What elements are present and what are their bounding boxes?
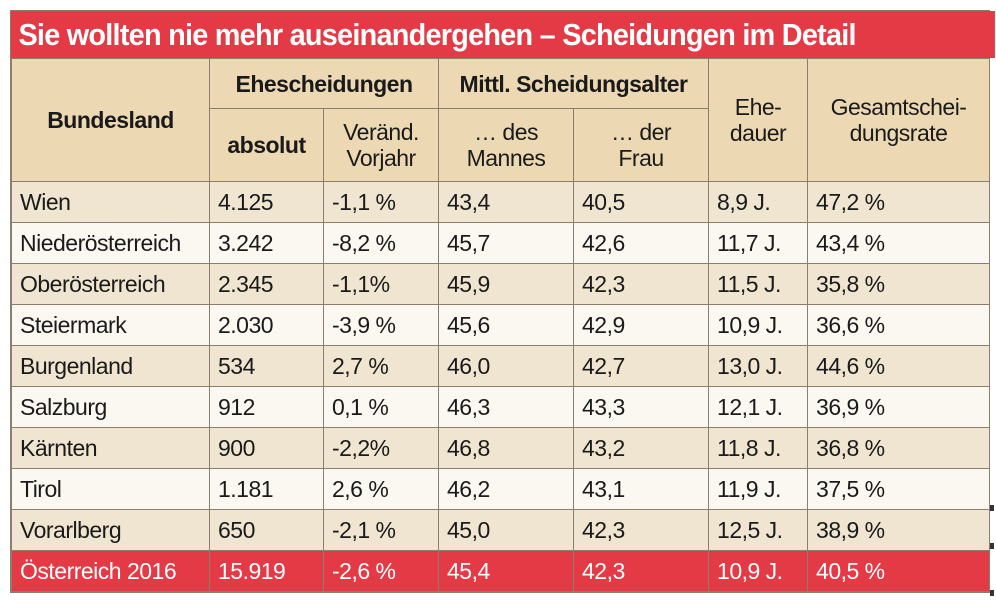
cell-ehedauer: 11,5 J.: [708, 263, 809, 305]
cell-alter-frau: 42,3: [573, 263, 710, 305]
cell-ehedauer: 12,1 J.: [708, 386, 809, 428]
edge-mark: [990, 590, 994, 596]
cell-alter-frau: 42,7: [573, 345, 710, 387]
total-cell-veraenderung: -2,6 %: [322, 550, 440, 592]
cell-absolut: 2.030: [209, 304, 324, 346]
cell-absolut: 912: [209, 386, 324, 428]
table-row: Oberösterreich 2.345 -1,1% 45,9 42,3 11,5 J. 3…: [11, 263, 991, 305]
title-bar: Sie wollten nie mehr auseinandergehen – …: [11, 11, 995, 58]
cell-scheidungsrate: 38,9 %: [807, 509, 991, 551]
cell-veraenderung: -3,9 %: [322, 304, 440, 346]
cell-alter-frau: 42,9: [573, 304, 710, 346]
cell-alter-mann: 46,2: [438, 468, 575, 510]
header-rate: Gesamtschei-dungsrate: [807, 58, 991, 182]
cell-absolut: 2.345: [209, 263, 324, 305]
cell-scheidungsrate: 37,5 %: [807, 468, 991, 510]
cell-veraenderung: 0,1 %: [322, 386, 440, 428]
header-ehedauer: Ehe-dauer: [708, 58, 809, 182]
cell-absolut: 650: [209, 509, 324, 551]
cell-scheidungsrate: 44,6 %: [807, 345, 991, 387]
total-cell-bundesland: Österreich 2016: [11, 550, 210, 592]
cell-absolut: 900: [209, 427, 324, 469]
cell-alter-mann: 45,6: [438, 304, 575, 346]
cell-absolut: 1.181: [209, 468, 324, 510]
data-table: Bundesland Ehescheidungen Mittl. Scheidu…: [11, 58, 991, 592]
total-cell-alter-frau: 42,3: [573, 550, 710, 592]
cell-veraenderung: -8,2 %: [322, 222, 440, 264]
cell-alter-mann: 46,8: [438, 427, 575, 469]
cell-ehedauer: 13,0 J.: [708, 345, 809, 387]
table-row: Vorarlberg 650 -2,1 % 45,0 42,3 12,5 J. 38,9 %: [11, 509, 991, 551]
cell-ehedauer: 8,9 J.: [708, 181, 809, 223]
table-row: Salzburg 912 0,1 % 46,3 43,3 12,1 J. 36,9 %: [11, 386, 991, 428]
table-row: Kärnten 900 -2,2% 46,8 43,2 11,8 J. 36,8 %: [11, 427, 991, 469]
cell-veraenderung: 2,6 %: [322, 468, 440, 510]
cell-alter-mann: 45,9: [438, 263, 575, 305]
cell-bundesland: Kärnten: [11, 427, 210, 469]
header-absolut: absolut: [209, 108, 324, 182]
edge-mark: [990, 543, 994, 549]
total-cell-alter-mann: 45,4: [438, 550, 575, 592]
table-row: Tirol 1.181 2,6 % 46,2 43,1 11,9 J. 37,5 %: [11, 468, 991, 510]
cell-alter-frau: 43,3: [573, 386, 710, 428]
cell-alter-mann: 46,0: [438, 345, 575, 387]
total-cell-scheidungsrate: 40,5 %: [807, 550, 991, 592]
header-veraenderung: Veränd. Vorjahr: [322, 108, 440, 182]
header-bundesland: Bundesland: [11, 58, 210, 182]
table-row: Burgenland 534 2,7 % 46,0 42,7 13,0 J. 44,6 %: [11, 345, 991, 387]
cell-absolut: 3.242: [209, 222, 324, 264]
total-cell-ehedauer: 10,9 J.: [708, 550, 809, 592]
header-scheidungsalter: Mittl. Scheidungsalter: [438, 58, 710, 109]
cell-bundesland: Niederösterreich: [11, 222, 210, 264]
cell-alter-frau: 42,6: [573, 222, 710, 264]
cell-alter-mann: 45,0: [438, 509, 575, 551]
cell-bundesland: Tirol: [11, 468, 210, 510]
table-row: Wien 4.125 -1,1 % 43,4 40,5 8,9 J. 47,2 %: [11, 181, 991, 223]
cell-alter-frau: 43,2: [573, 427, 710, 469]
total-cell-absolut: 15.919: [209, 550, 324, 592]
cell-ehedauer: 11,7 J.: [708, 222, 809, 264]
divorce-table-graphic: Sie wollten nie mehr auseinandergehen – …: [10, 10, 995, 593]
cell-bundesland: Vorarlberg: [11, 509, 210, 551]
cell-alter-mann: 46,3: [438, 386, 575, 428]
edge-mark: [990, 505, 994, 511]
cell-alter-frau: 42,3: [573, 509, 710, 551]
total-row: Österreich 2016 15.919 -2,6 % 45,4 42,3 10,9 …: [11, 550, 991, 592]
cell-alter-mann: 43,4: [438, 181, 575, 223]
header-frau: … der Frau: [573, 108, 710, 182]
cell-alter-frau: 40,5: [573, 181, 710, 223]
cell-bundesland: Salzburg: [11, 386, 210, 428]
cell-scheidungsrate: 36,9 %: [807, 386, 991, 428]
cell-veraenderung: 2,7 %: [322, 345, 440, 387]
cell-bundesland: Burgenland: [11, 345, 210, 387]
cell-veraenderung: -1,1%: [322, 263, 440, 305]
cell-bundesland: Wien: [11, 181, 210, 223]
cell-scheidungsrate: 47,2 %: [807, 181, 991, 223]
cell-scheidungsrate: 36,6 %: [807, 304, 991, 346]
cell-ehedauer: 12,5 J.: [708, 509, 809, 551]
table-row: Niederösterreich 3.242 -8,2 % 45,7 42,6 11,7 …: [11, 222, 991, 264]
table-row: Steiermark 2.030 -3,9 % 45,6 42,9 10,9 J. 36,6…: [11, 304, 991, 346]
cell-absolut: 534: [209, 345, 324, 387]
cell-ehedauer: 10,9 J.: [708, 304, 809, 346]
cell-veraenderung: -1,1 %: [322, 181, 440, 223]
cell-absolut: 4.125: [209, 181, 324, 223]
cell-bundesland: Steiermark: [11, 304, 210, 346]
header-mann: … des Mannes: [438, 108, 575, 182]
cell-alter-mann: 45,7: [438, 222, 575, 264]
cell-bundesland: Oberösterreich: [11, 263, 210, 305]
cell-scheidungsrate: 35,8 %: [807, 263, 991, 305]
cell-veraenderung: -2,2%: [322, 427, 440, 469]
cell-scheidungsrate: 43,4 %: [807, 222, 991, 264]
cell-ehedauer: 11,9 J.: [708, 468, 809, 510]
cell-alter-frau: 43,1: [573, 468, 710, 510]
cell-scheidungsrate: 36,8 %: [807, 427, 991, 469]
header-ehescheidungen: Ehescheidungen: [208, 58, 440, 109]
cell-veraenderung: -2,1 %: [322, 509, 440, 551]
cell-ehedauer: 11,8 J.: [708, 427, 809, 469]
